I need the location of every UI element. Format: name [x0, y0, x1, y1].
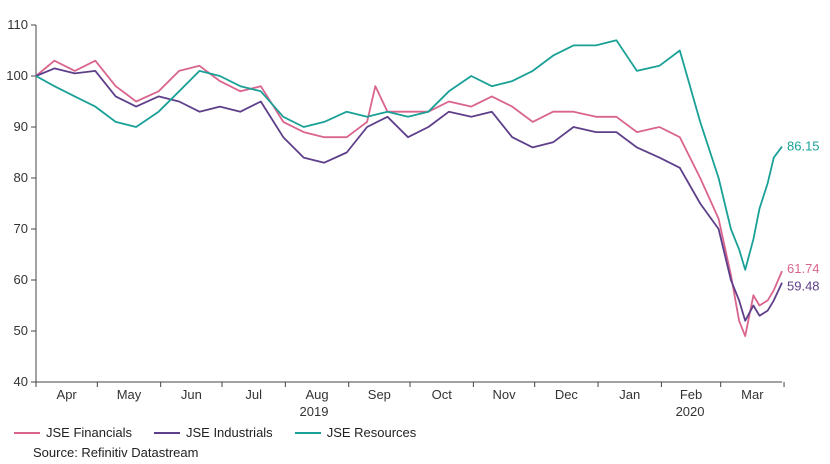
x-tick-label: Aug: [305, 387, 328, 402]
end-value-label: 59.48: [787, 279, 820, 294]
legend-swatch: [153, 431, 180, 434]
series-line-jse-financials: [35, 59, 783, 337]
legend-item: JSE Industrials: [153, 425, 273, 440]
x-tick-label: Nov: [492, 387, 516, 402]
legend-item: JSE Resources: [294, 425, 417, 440]
y-tick-label: 100: [6, 68, 28, 83]
x-tick-label: Apr: [57, 387, 78, 402]
end-value-label: 61.74: [787, 261, 820, 276]
chart-axes: [35, 25, 782, 383]
x-tick-label: Dec: [555, 387, 579, 402]
chart-legend: JSE Financials JSE Industrials JSE Resourc…: [14, 425, 438, 440]
x-year-label: 2020: [676, 404, 705, 419]
y-tick-label: 40: [14, 374, 28, 389]
x-tick-label: May: [117, 387, 142, 402]
legend-swatch: [294, 431, 321, 434]
source-note: Source: Refinitiv Datastream: [33, 445, 199, 460]
y-axis-ticks: 40 50 60 70 80 90 100 110: [6, 17, 36, 389]
y-tick-label: 80: [14, 170, 28, 185]
x-tick-label: Jun: [181, 387, 202, 402]
x-tick-label: Sep: [368, 387, 391, 402]
y-tick-label: 60: [14, 272, 28, 287]
legend-label: JSE Resources: [326, 425, 417, 440]
y-tick-label: 70: [14, 221, 28, 236]
series-end-labels: 61.74 59.48 86.15: [787, 139, 820, 294]
x-axis-ticks: Apr May Jun Jul Aug Sep Oct Nov Dec Jan Feb Mar 2019…: [35, 382, 785, 419]
end-value-label: 86.15: [787, 139, 820, 154]
legend-label: JSE Financials: [46, 425, 132, 440]
legend-swatch: [14, 431, 40, 434]
x-tick-label: Mar: [741, 387, 764, 402]
legend-item: JSE Financials: [14, 425, 132, 440]
series-line-jse-industrials: [35, 67, 783, 322]
y-tick-label: 90: [14, 119, 28, 134]
x-tick-label: Jan: [619, 387, 640, 402]
series-line-jse-resources: [35, 39, 783, 271]
series-lines: [35, 39, 783, 337]
y-tick-label: 110: [7, 17, 28, 32]
x-tick-label: Oct: [432, 387, 453, 402]
x-tick-label: Jul: [245, 387, 262, 402]
legend-label: JSE Industrials: [185, 425, 273, 440]
x-tick-label: Feb: [680, 387, 702, 402]
x-year-label: 2019: [300, 404, 329, 419]
y-tick-label: 50: [14, 323, 28, 338]
